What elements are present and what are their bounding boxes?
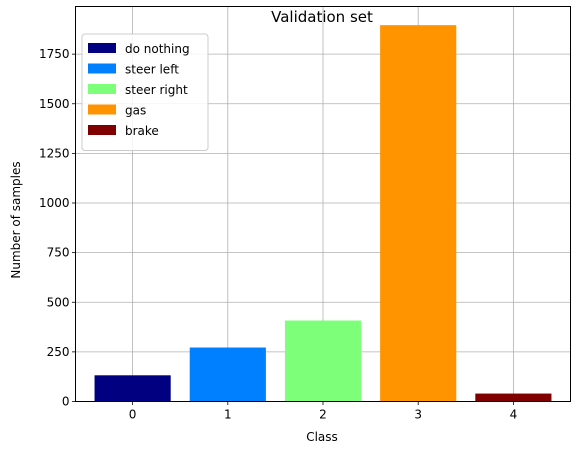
chart-title: Validation set: [271, 8, 373, 26]
y-tick-label: 1000: [39, 196, 70, 210]
y-tick-label: 0: [62, 395, 70, 409]
legend-label: steer right: [125, 83, 188, 97]
bar: [475, 393, 552, 402]
legend-label: brake: [125, 124, 159, 138]
y-tick-label: 1250: [39, 146, 70, 160]
x-tick-label: 4: [510, 408, 518, 422]
x-tick-label: 3: [414, 408, 422, 422]
y-tick-label: 750: [47, 246, 70, 260]
legend-swatch: [88, 125, 116, 135]
legend: do nothing steer left steer right gas brake: [81, 33, 209, 151]
legend-label: gas: [125, 104, 146, 118]
bar: [380, 25, 457, 402]
y-tick-label: 250: [47, 345, 70, 359]
bars: [94, 25, 552, 402]
y-axis-label: Number of samples: [9, 161, 23, 278]
legend-frame: [81, 33, 209, 151]
x-tick-label: 0: [129, 408, 137, 422]
x-tick-label: 2: [319, 408, 327, 422]
legend-swatch: [88, 43, 116, 53]
y-tick-label: 1500: [39, 97, 70, 111]
legend-swatch: [88, 63, 116, 74]
y-axis: 0 250 500 750 1000 1250 1500 1750: [39, 47, 76, 409]
x-axis-label: Class: [306, 430, 338, 444]
legend-swatch: [88, 84, 116, 94]
legend-label: do nothing: [125, 42, 190, 56]
y-tick-label: 1750: [39, 47, 70, 61]
x-tick-label: 1: [224, 408, 232, 422]
legend-swatch: [88, 104, 116, 115]
y-tick-label: 500: [47, 295, 70, 309]
bar: [284, 320, 362, 402]
x-axis: 0 1 2 3 4: [129, 401, 518, 422]
bar: [94, 375, 171, 402]
bar: [189, 347, 266, 402]
legend-label: steer left: [125, 63, 179, 77]
